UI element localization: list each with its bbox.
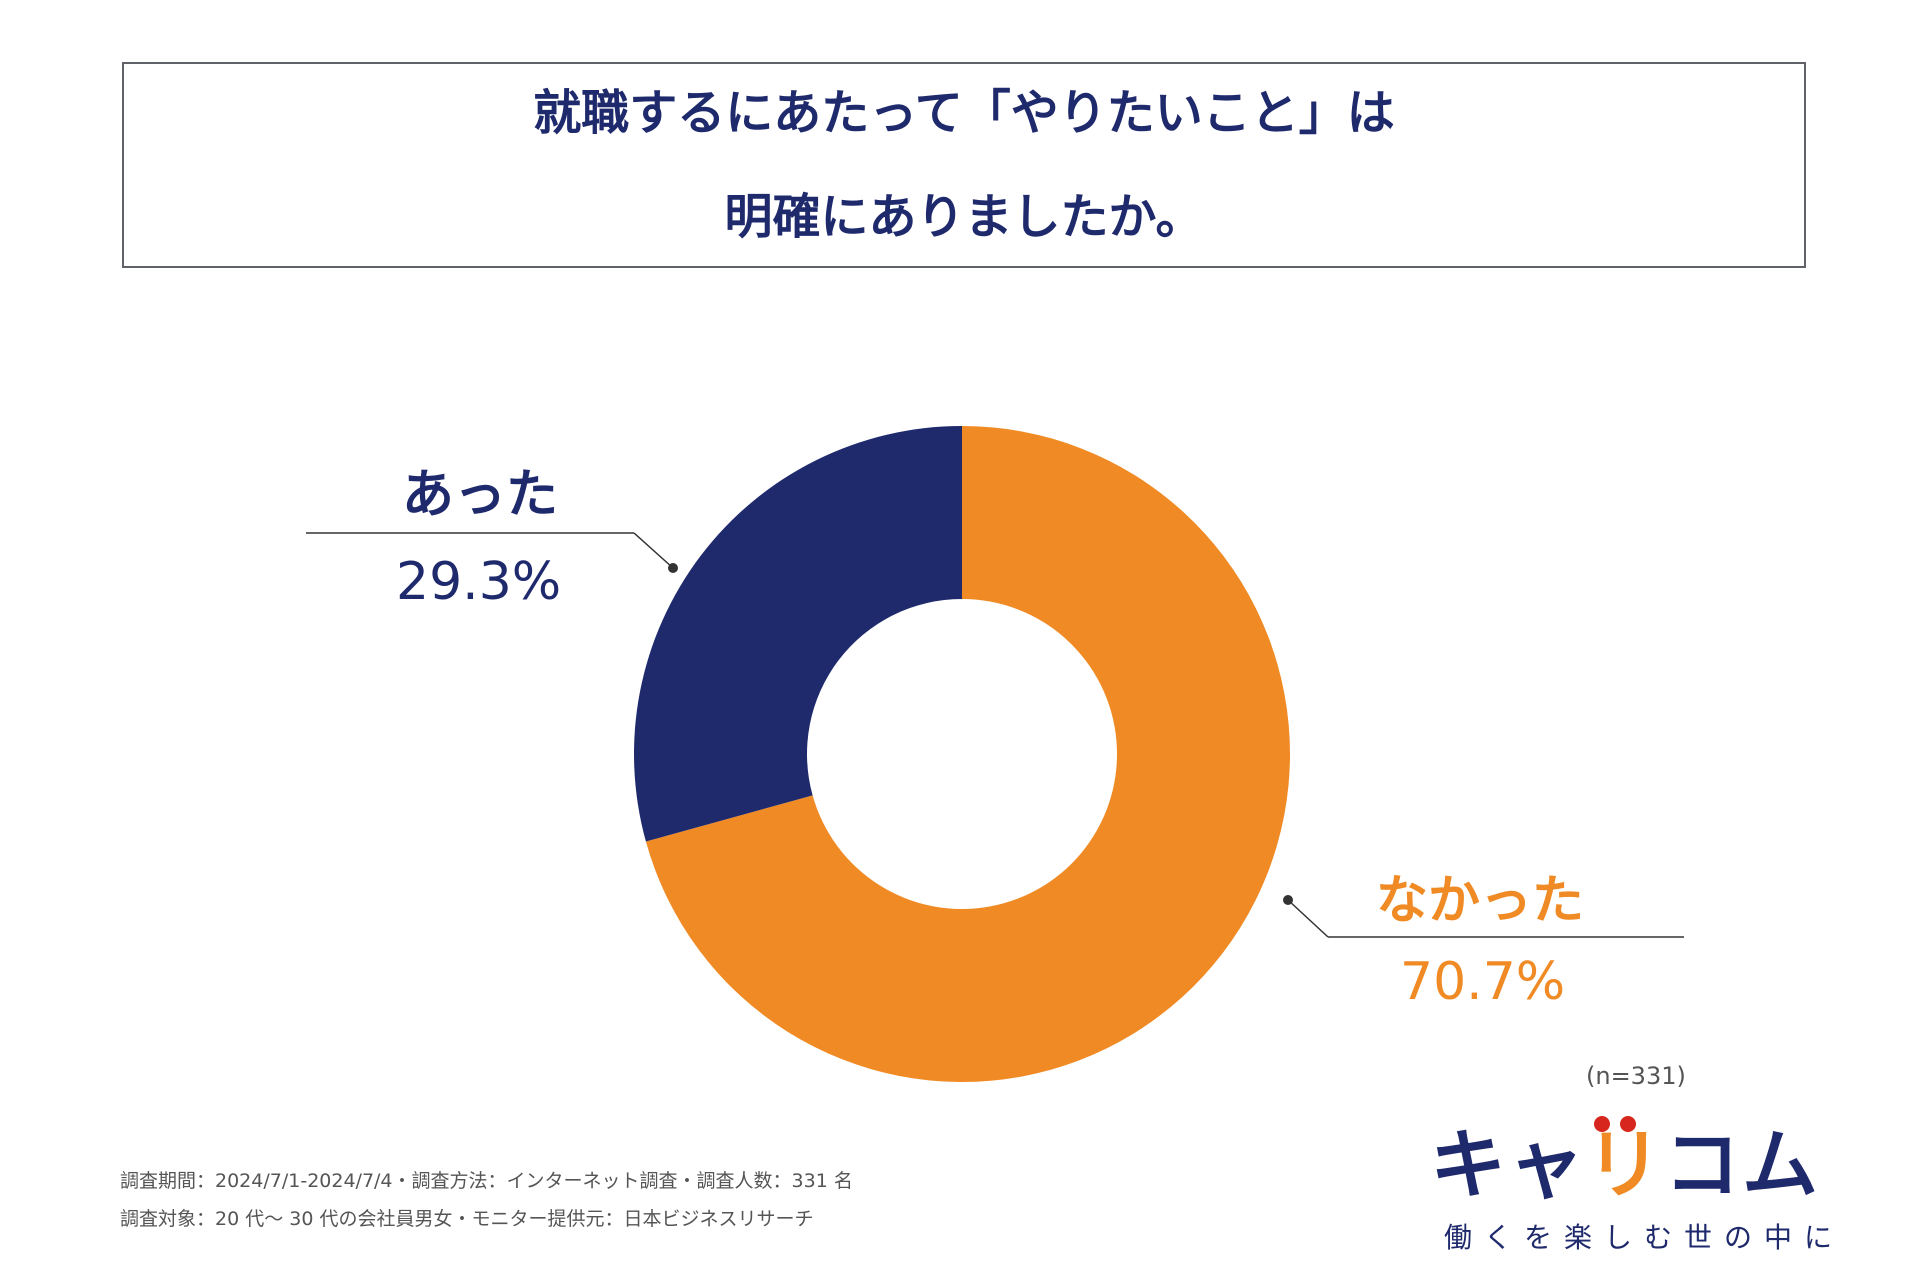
caricom-logo: キャリコム 働くを楽しむ世の中に (1430, 1116, 1832, 1260)
chart-title-line-1: 就職するにあたって「やりたいこと」は (533, 85, 1395, 141)
donut-slice-nakatta (645, 426, 1290, 1082)
sample-size-label: (n=331) (1586, 1062, 1686, 1090)
leader-dot-atta (668, 563, 678, 573)
chart-title-box: 就職するにあたって「やりたいこと」は 明確にありましたか。 (122, 62, 1806, 268)
slice-value-atta: 29.3% (396, 552, 562, 612)
logo-wordmark: キャリコム (1430, 1120, 1820, 1210)
logo-part-3: コム (1664, 1120, 1820, 1209)
survey-period-note: 調査期間：2024/7/1-2024/7/4・調査方法：インターネット調査・調査… (120, 1170, 853, 1192)
donut-slice-atta (634, 426, 962, 842)
logo-part-2: リ (1586, 1120, 1664, 1209)
logo-dots-icon (1594, 1116, 1646, 1136)
leader-line-atta-diagonal (633, 532, 674, 569)
chart-title-line-2: 明確にありましたか。 (724, 189, 1204, 245)
slice-label-nakatta: なかった (1376, 871, 1585, 931)
logo-tagline: 働くを楽しむ世の中に (1444, 1221, 1845, 1254)
logo-part-1: キャ (1430, 1120, 1586, 1209)
slice-value-nakatta: 70.7% (1400, 952, 1566, 1012)
leader-line-nakatta-diagonal (1287, 899, 1329, 938)
survey-target-note: 調査対象：20 代〜 30 代の会社員男女・モニター提供元：日本ビジネスリサーチ (120, 1208, 814, 1230)
slice-label-atta: あった (402, 465, 559, 525)
